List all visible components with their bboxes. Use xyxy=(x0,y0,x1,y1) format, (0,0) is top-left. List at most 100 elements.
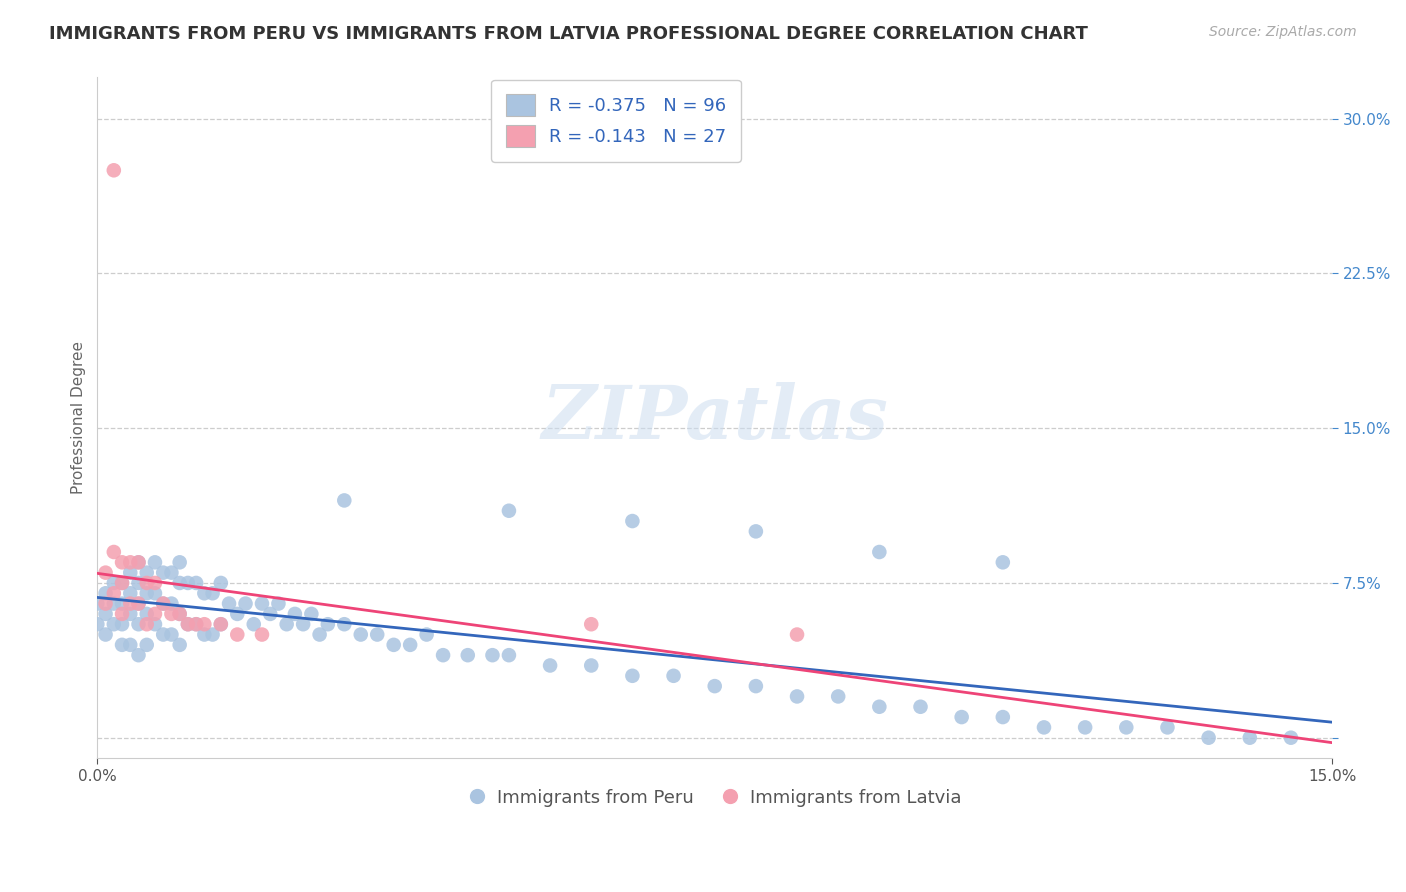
Point xyxy=(457,648,479,662)
Point xyxy=(415,627,437,641)
Point xyxy=(276,617,298,632)
Point xyxy=(745,679,768,693)
Point xyxy=(111,617,134,632)
Point xyxy=(143,555,166,569)
Point xyxy=(160,566,183,580)
Point xyxy=(703,679,725,693)
Point xyxy=(209,576,232,591)
Point xyxy=(184,617,207,632)
Point xyxy=(366,627,388,641)
Point xyxy=(135,576,157,591)
Point xyxy=(481,648,503,662)
Point xyxy=(103,576,125,591)
Point xyxy=(111,576,134,591)
Point xyxy=(184,576,207,591)
Point xyxy=(498,504,520,518)
Point xyxy=(135,638,157,652)
Point xyxy=(786,690,808,704)
Point xyxy=(299,607,322,621)
Text: Source: ZipAtlas.com: Source: ZipAtlas.com xyxy=(1209,25,1357,39)
Point xyxy=(120,607,142,621)
Point xyxy=(94,597,117,611)
Point xyxy=(169,555,191,569)
Point xyxy=(103,586,125,600)
Point xyxy=(143,607,166,621)
Point xyxy=(950,710,973,724)
Point xyxy=(991,555,1014,569)
Point xyxy=(1033,720,1056,734)
Point xyxy=(581,658,603,673)
Point xyxy=(160,607,183,621)
Point xyxy=(1279,731,1302,745)
Point xyxy=(786,627,808,641)
Point xyxy=(143,586,166,600)
Point xyxy=(169,607,191,621)
Point xyxy=(128,555,150,569)
Point xyxy=(201,586,224,600)
Point xyxy=(1074,720,1097,734)
Point xyxy=(1115,720,1137,734)
Point xyxy=(538,658,561,673)
Point xyxy=(135,607,157,621)
Point xyxy=(226,607,249,621)
Point xyxy=(177,617,200,632)
Point xyxy=(128,617,150,632)
Point xyxy=(135,617,157,632)
Point xyxy=(209,617,232,632)
Point xyxy=(128,597,150,611)
Point xyxy=(621,514,644,528)
Point xyxy=(86,597,108,611)
Point xyxy=(152,597,174,611)
Text: ZIPatlas: ZIPatlas xyxy=(541,382,889,454)
Point xyxy=(333,493,356,508)
Point xyxy=(193,627,215,641)
Point xyxy=(910,699,932,714)
Point xyxy=(399,638,422,652)
Point xyxy=(128,555,150,569)
Y-axis label: Professional Degree: Professional Degree xyxy=(72,342,86,494)
Text: IMMIGRANTS FROM PERU VS IMMIGRANTS FROM LATVIA PROFESSIONAL DEGREE CORRELATION C: IMMIGRANTS FROM PERU VS IMMIGRANTS FROM … xyxy=(49,25,1088,43)
Point xyxy=(135,566,157,580)
Point xyxy=(128,597,150,611)
Point xyxy=(128,576,150,591)
Point xyxy=(259,607,281,621)
Point xyxy=(103,617,125,632)
Point xyxy=(152,627,174,641)
Point xyxy=(333,617,356,632)
Point xyxy=(111,597,134,611)
Point xyxy=(242,617,264,632)
Point xyxy=(111,576,134,591)
Point xyxy=(991,710,1014,724)
Point xyxy=(120,597,142,611)
Point xyxy=(498,648,520,662)
Point xyxy=(193,586,215,600)
Point xyxy=(350,627,373,641)
Point xyxy=(135,586,157,600)
Point xyxy=(1239,731,1261,745)
Point xyxy=(1156,720,1178,734)
Point xyxy=(177,617,200,632)
Point xyxy=(432,648,454,662)
Point xyxy=(284,607,307,621)
Point xyxy=(209,617,232,632)
Point xyxy=(94,586,117,600)
Point xyxy=(152,566,174,580)
Point xyxy=(160,627,183,641)
Point xyxy=(250,597,273,611)
Point xyxy=(143,576,166,591)
Point xyxy=(120,566,142,580)
Point xyxy=(250,627,273,641)
Point xyxy=(201,627,224,641)
Point xyxy=(160,597,183,611)
Point xyxy=(103,163,125,178)
Point xyxy=(169,576,191,591)
Point xyxy=(868,699,890,714)
Point xyxy=(103,545,125,559)
Legend: Immigrants from Peru, Immigrants from Latvia: Immigrants from Peru, Immigrants from La… xyxy=(461,781,969,814)
Point xyxy=(86,617,108,632)
Point xyxy=(662,669,685,683)
Point xyxy=(226,627,249,641)
Point xyxy=(292,617,315,632)
Point xyxy=(316,617,339,632)
Point xyxy=(111,607,134,621)
